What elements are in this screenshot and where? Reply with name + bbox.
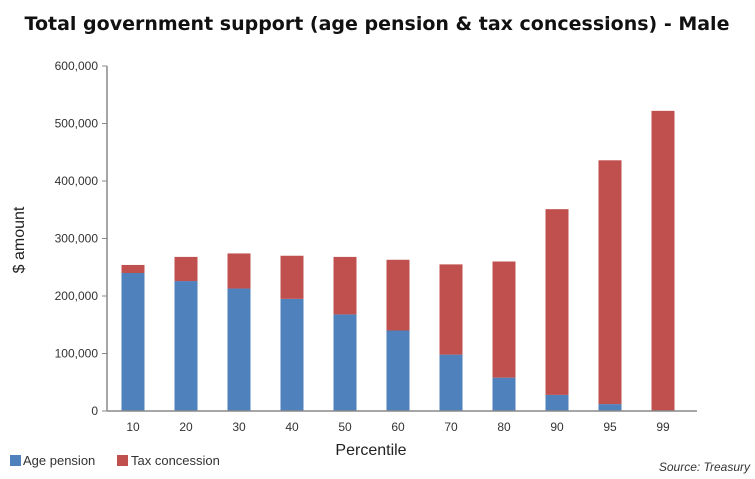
x-tick-label: 95 [603, 420, 617, 434]
bar-age-pension-90 [545, 394, 569, 411]
y-tick-label: 300,000 [55, 232, 99, 246]
bar-age-pension-80 [492, 377, 516, 411]
bar-age-pension-60 [386, 330, 410, 411]
bar-age-pension-95 [598, 404, 622, 411]
x-tick-label: 90 [550, 420, 564, 434]
bar-age-pension-50 [333, 314, 357, 411]
x-axis-ticks: 10 20 30 40 50 60 70 80 90 95 99 [126, 420, 670, 434]
y-tick-label: 500,000 [55, 117, 99, 131]
x-tick-label: 80 [497, 420, 511, 434]
y-axis-ticks: 0 100,000 200,000 300,000 400,000 500,000 600,… [55, 59, 107, 418]
bar-age-pension-20 [174, 281, 198, 411]
x-tick-label: 99 [656, 420, 670, 434]
y-tick-label: 0 [91, 404, 98, 418]
bar-age-pension-40 [280, 298, 304, 411]
bar-tax-concession-10 [121, 264, 145, 273]
bar-age-pension-30 [227, 288, 251, 411]
legend: Age pension Tax concession [10, 453, 220, 468]
bar-tax-concession-95 [598, 160, 622, 405]
x-tick-label: 10 [126, 420, 140, 434]
source-note: Source: Treasury [659, 460, 751, 474]
x-tick-label: 60 [391, 420, 405, 434]
bar-tax-concession-80 [492, 261, 516, 378]
legend-label-age-pension: Age pension [23, 453, 95, 468]
x-tick-label: 50 [338, 420, 352, 434]
bar-tax-concession-20 [174, 256, 198, 282]
chart-title: Total government support (age pension & … [25, 13, 730, 35]
y-tick-label: 600,000 [55, 59, 99, 73]
bar-tax-concession-50 [333, 256, 357, 315]
bar-age-pension-70 [439, 354, 463, 411]
x-axis-label: Percentile [335, 442, 406, 459]
x-tick-label: 30 [232, 420, 246, 434]
bar-tax-concession-90 [545, 209, 569, 395]
y-tick-label: 100,000 [55, 347, 99, 361]
bars-group [121, 110, 675, 411]
bar-tax-concession-30 [227, 253, 251, 289]
bar-tax-concession-60 [386, 259, 410, 331]
x-tick-label: 70 [444, 420, 458, 434]
legend-label-tax-concession: Tax concession [131, 453, 220, 468]
y-tick-label: 200,000 [55, 289, 99, 303]
bar-tax-concession-70 [439, 264, 463, 355]
legend-swatch-age-pension [10, 455, 21, 466]
bar-age-pension-10 [121, 273, 145, 411]
legend-swatch-tax-concession [117, 455, 128, 466]
x-tick-label: 40 [285, 420, 299, 434]
y-axis-label: $ amount [11, 206, 28, 273]
x-tick-label: 20 [179, 420, 193, 434]
bar-tax-concession-40 [280, 255, 304, 299]
bar-tax-concession-99 [651, 110, 675, 411]
y-tick-label: 400,000 [55, 174, 99, 188]
